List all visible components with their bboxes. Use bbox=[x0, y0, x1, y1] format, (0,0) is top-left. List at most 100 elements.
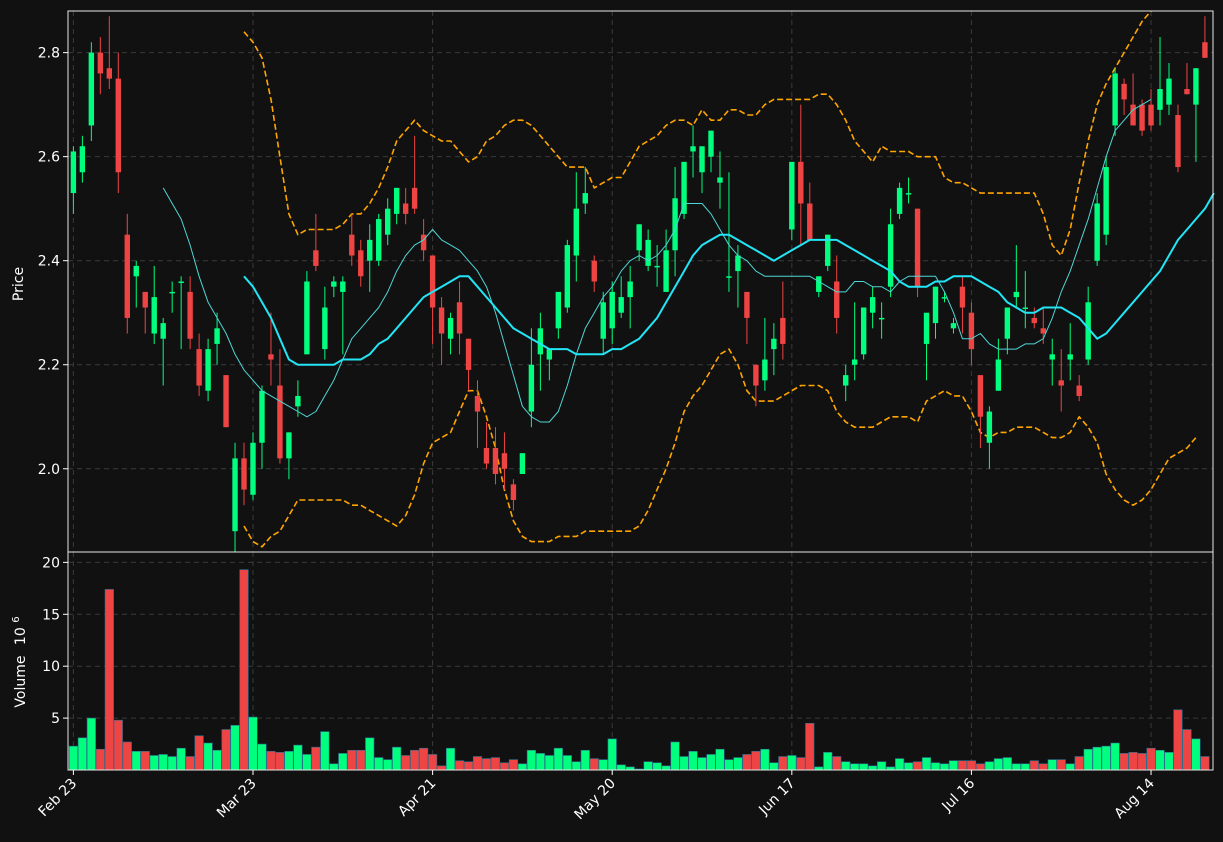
price-tick-label: 2.4 bbox=[38, 254, 60, 270]
volume-bar bbox=[1191, 738, 1201, 771]
volume-bar bbox=[930, 762, 941, 771]
volume-bar bbox=[616, 764, 626, 771]
volume-bar bbox=[302, 754, 312, 771]
volume-bar bbox=[68, 745, 78, 771]
candle-body bbox=[726, 276, 732, 278]
candle-body bbox=[1148, 104, 1154, 126]
candle-body bbox=[645, 239, 651, 266]
upper-band-line bbox=[243, 10, 1152, 257]
candle-body bbox=[771, 338, 777, 350]
volume-bar bbox=[975, 763, 985, 771]
volume-axis-label-exponent: 6 bbox=[11, 616, 22, 622]
candle-body bbox=[573, 208, 579, 256]
volume-bar bbox=[706, 754, 716, 771]
volume-bar bbox=[1137, 753, 1147, 771]
candle-body bbox=[358, 250, 364, 277]
price-tick-label: 2.2 bbox=[38, 358, 60, 374]
volume-bar bbox=[715, 748, 725, 771]
candle-body bbox=[1193, 68, 1199, 105]
volume-bar bbox=[176, 747, 186, 771]
candle-body bbox=[304, 281, 310, 355]
candle-body bbox=[1103, 167, 1109, 235]
volume-bar bbox=[1182, 729, 1192, 771]
candle-body bbox=[70, 151, 77, 194]
candle-body bbox=[672, 198, 678, 251]
candle-body bbox=[708, 130, 714, 157]
candle-body bbox=[456, 302, 463, 334]
candle-body bbox=[995, 359, 1002, 391]
candle-body bbox=[537, 328, 544, 355]
candle-body bbox=[79, 146, 86, 173]
volume-bar bbox=[311, 746, 321, 771]
volume-axis-label: Volume 10 6 bbox=[11, 616, 29, 707]
candle-body bbox=[825, 234, 831, 266]
volume-bar bbox=[104, 589, 114, 771]
volume-bar bbox=[1164, 752, 1174, 771]
candle-body bbox=[564, 245, 571, 308]
volume-bar bbox=[1155, 749, 1165, 771]
volume-bar bbox=[149, 755, 159, 771]
candle-body bbox=[331, 281, 337, 287]
candle-body bbox=[1049, 354, 1055, 360]
candle-body bbox=[492, 447, 499, 474]
volume-bar bbox=[1011, 763, 1021, 771]
volume-bar bbox=[293, 744, 303, 771]
volume-bar bbox=[140, 751, 150, 771]
candle-body bbox=[259, 390, 265, 443]
volume-bar bbox=[553, 747, 563, 771]
volume-bar bbox=[203, 742, 213, 771]
volume-bar bbox=[320, 731, 330, 771]
volume-bar bbox=[724, 759, 734, 771]
volume-bar bbox=[481, 758, 492, 771]
candle-body bbox=[286, 432, 292, 459]
volume-bar bbox=[1056, 759, 1066, 771]
candle-body bbox=[1157, 89, 1163, 110]
candle-body bbox=[941, 297, 948, 299]
volume-bar bbox=[1200, 756, 1210, 771]
volume-bar bbox=[957, 760, 968, 771]
candle-body bbox=[376, 219, 382, 261]
volume-bar bbox=[1173, 709, 1183, 771]
candle-body bbox=[1004, 307, 1011, 339]
candle-body bbox=[923, 312, 930, 344]
volume-bar bbox=[760, 748, 770, 771]
volume-bar bbox=[562, 755, 572, 771]
volume-bar bbox=[392, 746, 402, 771]
candle-body bbox=[438, 307, 445, 334]
volume-bar bbox=[365, 737, 375, 771]
volume-bar bbox=[428, 754, 438, 771]
candle-body bbox=[789, 161, 795, 230]
candle-body bbox=[914, 208, 921, 287]
candle-body bbox=[519, 453, 526, 474]
volume-bar bbox=[1146, 747, 1156, 771]
candle-body bbox=[546, 349, 553, 360]
candle-body bbox=[385, 208, 391, 235]
candle-body bbox=[878, 317, 885, 320]
volume-bar bbox=[697, 757, 707, 771]
volume-bar bbox=[1002, 757, 1012, 771]
volume-bar bbox=[410, 749, 420, 771]
volume-bar bbox=[661, 765, 671, 771]
volume-bar bbox=[338, 753, 348, 771]
moving-averages bbox=[162, 98, 1215, 423]
volume-bar bbox=[769, 762, 779, 771]
volume-bar bbox=[1128, 752, 1138, 771]
candle-body bbox=[322, 307, 328, 350]
candle-body bbox=[1022, 307, 1029, 310]
volume-y-ticks: 5 10 15 20 bbox=[42, 555, 68, 727]
candle-body bbox=[411, 187, 418, 209]
volume-bar bbox=[419, 747, 429, 771]
price-tick-label: 2.6 bbox=[38, 150, 60, 166]
volume-tick-label: 20 bbox=[42, 555, 60, 571]
volume-bar bbox=[778, 756, 788, 771]
candle-body bbox=[205, 349, 211, 391]
volume-bar bbox=[841, 761, 851, 771]
candle-body bbox=[986, 411, 993, 443]
volume-bar bbox=[580, 749, 590, 771]
volume-bar bbox=[77, 737, 87, 771]
candle-body bbox=[88, 52, 95, 126]
candle-body bbox=[151, 297, 157, 334]
volume-bar bbox=[571, 761, 581, 771]
candle-body bbox=[1121, 83, 1127, 100]
